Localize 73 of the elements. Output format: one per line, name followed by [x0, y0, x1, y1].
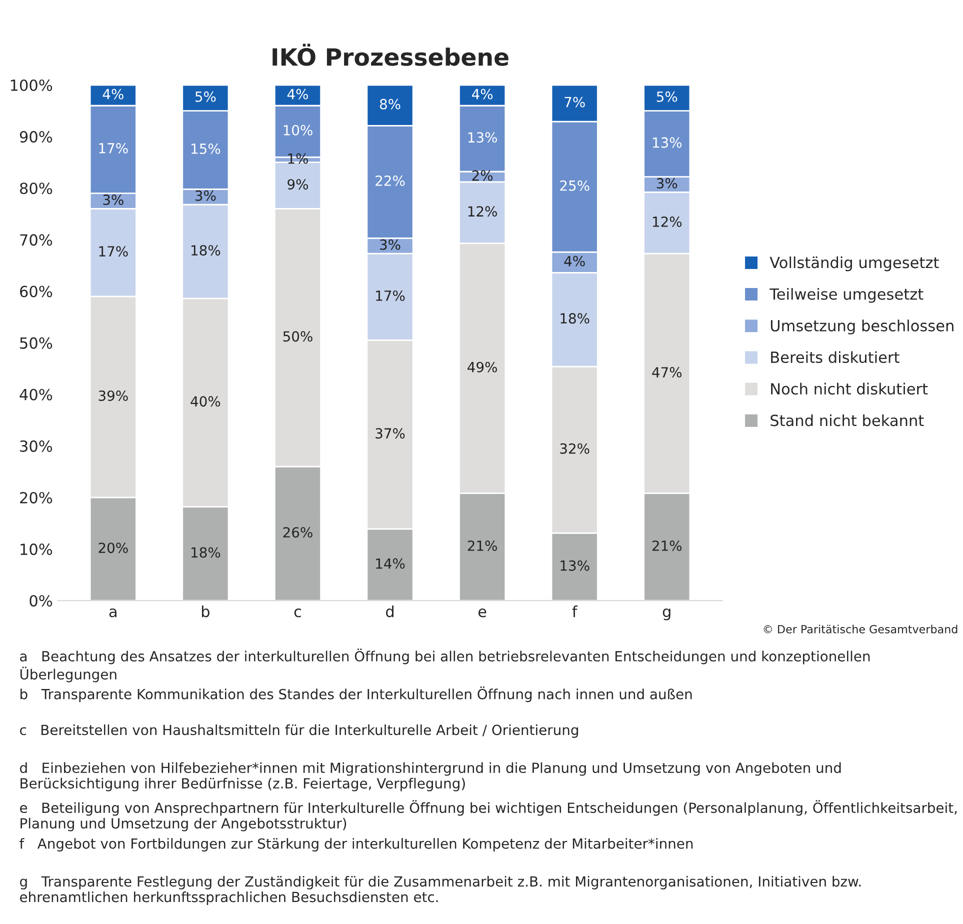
- y-tick-label: 60%: [20, 286, 52, 298]
- text: f Angebot von Fortbildungen zur Stärkung der interkulturellen Kompetenz der Mitarbeiter*innen: [20, 838, 693, 852]
- data-label: 17%: [376, 290, 405, 301]
- x-tick-label: d: [386, 605, 394, 618]
- legend-label: Teilweise umgesetzt: [770, 288, 924, 303]
- data-label: 4%: [472, 88, 493, 100]
- data-label: 9%: [288, 179, 308, 190]
- x-tick-label: b: [202, 605, 210, 618]
- x-tick-label: e: [478, 608, 486, 618]
- data-label: 4%: [102, 88, 124, 100]
- text: c Bereitstellen von Haushaltsmitteln für die Interkulturelle Arbeit / Orientierung: [20, 724, 578, 738]
- legend-label: Umsetzung beschlossen: [770, 320, 954, 334]
- data-label: 37%: [376, 428, 405, 439]
- legend-label: Vollständig umgesetzt: [770, 256, 939, 272]
- data-label: 3%: [380, 239, 400, 250]
- data-label: 5%: [656, 91, 678, 102]
- x-tick-label: a: [109, 608, 116, 618]
- data-label: 8%: [380, 98, 400, 110]
- y-tick-label: 100%: [10, 79, 52, 92]
- x-tick-label: g: [662, 608, 670, 620]
- text: g Transparente Festlegung der Zuständigkeit für die Zusammenarbeit z.B. mit Migrantenorganisationen, Initiativen bzw. ehrenamtlichen herkunftssprachlichen Besuchsdiensten etc.: [20, 876, 861, 905]
- x-tick-label: f: [572, 605, 578, 618]
- data-label: 21%: [468, 540, 497, 552]
- data-label: 25%: [560, 180, 590, 191]
- chart-title: IKÖ Prozessebene: [272, 44, 508, 66]
- y-tick-label: 50%: [20, 337, 52, 349]
- data-label: 47%: [652, 367, 682, 378]
- data-label: 20%: [98, 542, 128, 554]
- y-tick-label: 20%: [20, 492, 52, 504]
- data-label: 21%: [652, 540, 682, 552]
- data-label: 18%: [192, 547, 220, 558]
- data-label: 14%: [376, 558, 405, 569]
- y-tick-label: 80%: [20, 182, 52, 194]
- data-label: 3%: [195, 190, 216, 201]
- data-label: 17%: [99, 142, 128, 154]
- data-label: 32%: [560, 443, 590, 454]
- data-label: 15%: [192, 143, 220, 154]
- legend-label: Stand nicht bekannt: [770, 414, 924, 426]
- data-label: 4%: [287, 88, 308, 100]
- data-label: 13%: [560, 560, 590, 571]
- data-label: 18%: [192, 245, 220, 256]
- text: b Transparente Kommunikation des Standes der Interkulturellen Öffnung nach innen und außen: [20, 686, 692, 702]
- data-label: 7%: [564, 96, 585, 108]
- y-tick-label: 40%: [20, 388, 52, 400]
- y-tick-label: 90%: [20, 131, 52, 143]
- data-label: 40%: [190, 396, 220, 407]
- data-label: 10%: [284, 124, 312, 136]
- data-label: 18%: [560, 313, 590, 324]
- data-label: 50%: [283, 331, 312, 342]
- legend-label: Noch nicht diskutiert: [771, 382, 928, 395]
- data-label: 13%: [652, 137, 682, 148]
- data-label: 12%: [468, 206, 497, 217]
- text: © Der Paritätische Gesamtverband: [764, 624, 958, 634]
- y-tick-label: 70%: [20, 234, 52, 246]
- y-tick-label: 30%: [20, 440, 52, 452]
- data-label: 12%: [652, 216, 682, 227]
- data-label: 17%: [99, 246, 128, 257]
- data-label: 5%: [195, 91, 216, 102]
- y-tick-label: 0%: [30, 595, 52, 607]
- data-label: 13%: [468, 132, 497, 143]
- text: e Beteiligung von Ansprechpartnern für Interkulturelle Öffnung bei wichtigen Entscheidungen (Personalplanung, Öffentlichkeitsarbeit, Planung und Umsetzung der Angebotsstruktur): [20, 800, 957, 832]
- text: d Einbeziehen von Hilfebezieher*innen mit Migrationshintergrund in die Planung und Umsetzung von Angeboten und Berücksichtigung ihrer Bedürfnisse (z.B. Feiertage, Verpflegung): [20, 762, 841, 792]
- data-label: 3%: [656, 178, 678, 189]
- x-tick-label: c: [294, 608, 301, 618]
- data-label: 3%: [103, 194, 124, 206]
- data-label: 26%: [283, 527, 312, 538]
- legend-label: Bereits diskutiert: [771, 351, 900, 364]
- data-label: 22%: [376, 175, 405, 186]
- data-label: 39%: [98, 390, 128, 401]
- y-tick-label: 10%: [20, 544, 52, 556]
- data-label: 4%: [564, 256, 585, 266]
- data-label: 49%: [468, 362, 497, 372]
- data-label: 2%: [472, 170, 493, 181]
